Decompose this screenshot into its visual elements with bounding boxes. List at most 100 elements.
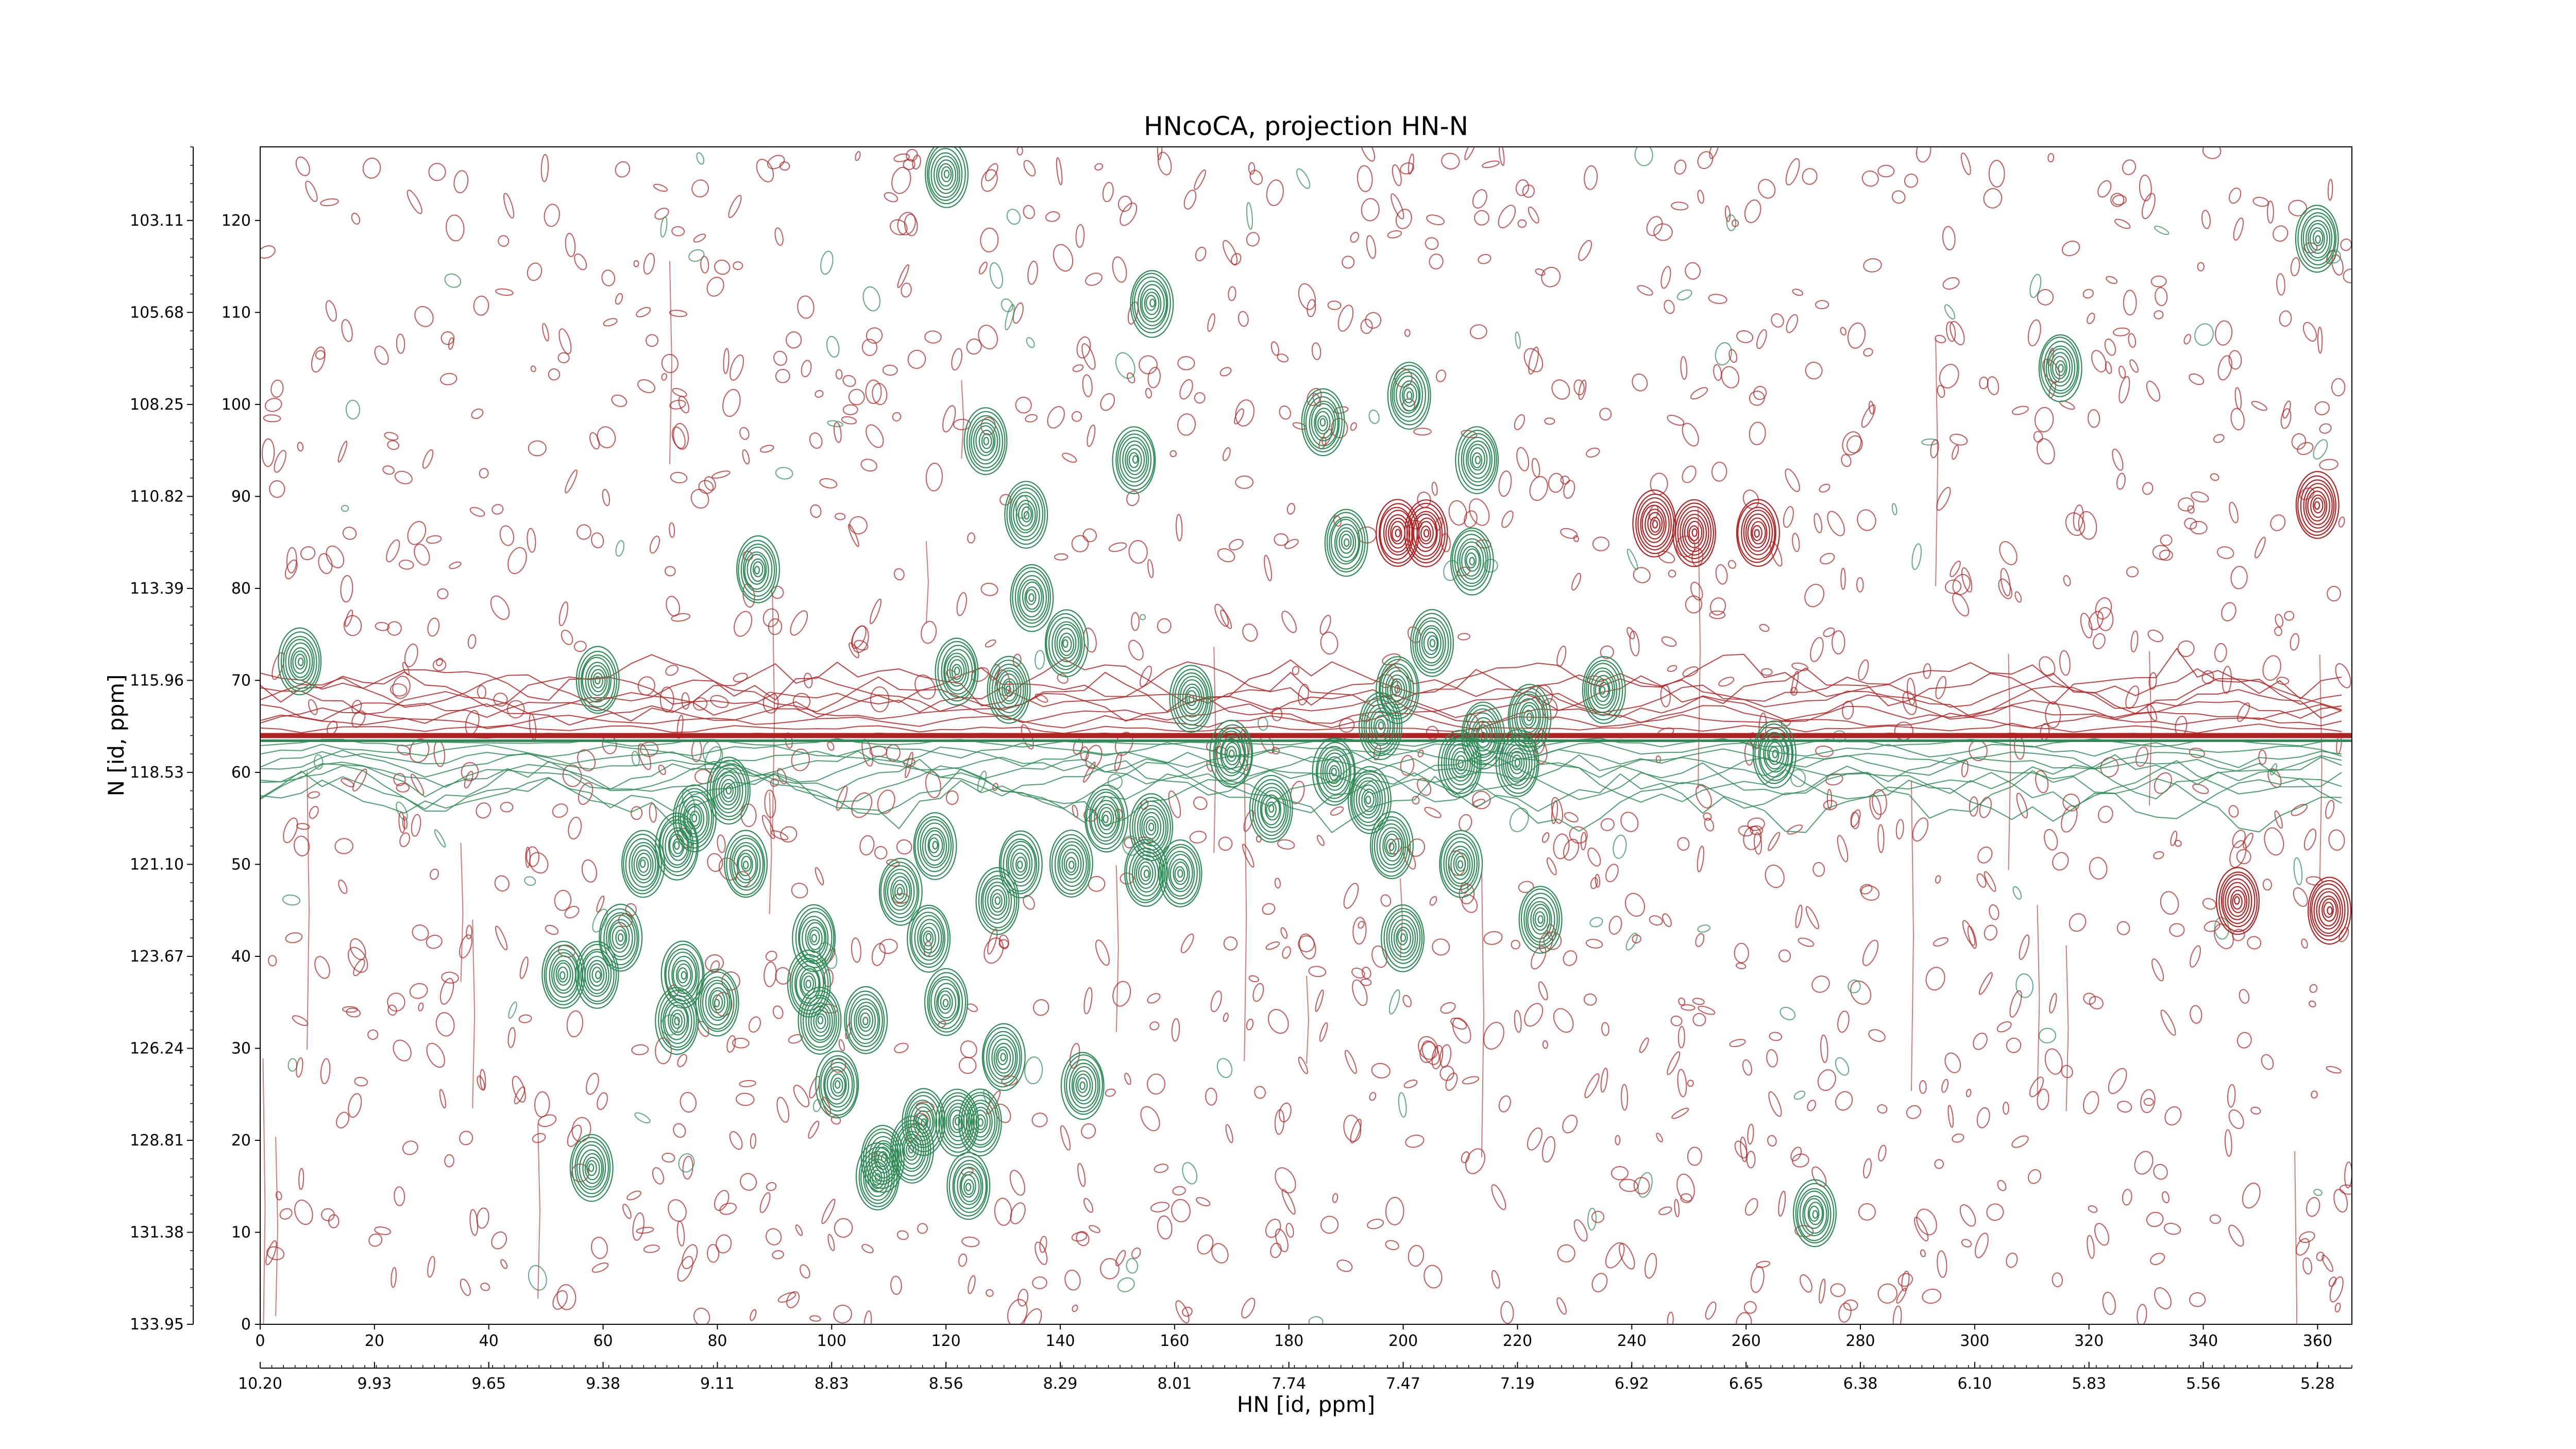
- peak-contour-ring: [608, 919, 633, 957]
- noise-contour-neg: [591, 1237, 608, 1259]
- noise-contour-neg: [890, 1275, 902, 1295]
- noise-contour-neg: [459, 1131, 473, 1145]
- noise-contour-neg: [1039, 1236, 1047, 1253]
- noise-contour-neg: [1578, 240, 1592, 261]
- peak-contour-ring: [1010, 848, 1030, 880]
- peak-contour-ring: [1582, 656, 1626, 724]
- noise-contour-neg: [1877, 824, 1885, 853]
- noise-contour-neg: [2137, 1304, 2147, 1324]
- noise-contour-neg: [2116, 921, 2130, 935]
- noise-contour-neg: [801, 360, 812, 378]
- peak-contour-ring: [670, 1009, 685, 1033]
- peak-contour-ring: [860, 1124, 905, 1193]
- peak-contour-ring: [571, 1137, 611, 1198]
- x-tick-label: 40: [479, 1332, 499, 1350]
- noise-contour-neg: [765, 951, 777, 962]
- noise-contour-neg: [1919, 1080, 1927, 1094]
- noise-contour-pos: [2012, 886, 2022, 900]
- noise-contour-neg: [958, 1253, 968, 1267]
- peak-contour-ring: [1006, 840, 1036, 887]
- noise-contour-neg: [561, 630, 573, 645]
- noise-contour-neg: [1709, 610, 1726, 619]
- noise-contour-neg: [1518, 881, 1534, 893]
- peak-contour-ring: [975, 867, 1020, 935]
- noise-contour-neg: [968, 1275, 976, 1294]
- peak-positive: [575, 646, 620, 714]
- noise-contour-neg: [435, 1012, 455, 1037]
- peak-contour-ring: [1802, 1195, 1827, 1234]
- peak-contour-ring: [906, 1141, 917, 1158]
- peak-contour-ring: [1051, 834, 1091, 895]
- noise-contour-neg: [2160, 534, 2173, 546]
- noise-contour-neg: [1709, 597, 1726, 616]
- noise-contour-neg: [1170, 450, 1177, 458]
- noise-contour-neg: [2209, 1214, 2221, 1224]
- noise-contour-neg: [2232, 929, 2245, 941]
- noise-contour-neg: [1599, 408, 1612, 420]
- peak-positive: [1084, 784, 1129, 853]
- peak-contour-ring: [600, 908, 639, 969]
- noise-contour-neg: [894, 1042, 909, 1053]
- peak-contour-ring: [2223, 878, 2252, 924]
- peak-contour-ring: [855, 1142, 900, 1210]
- peak-contour-ring: [1437, 730, 1482, 798]
- peak-contour-ring: [949, 659, 965, 683]
- peak-contour-ring: [1137, 280, 1167, 327]
- plot-frame: [260, 146, 2352, 1325]
- peak-contour-ring: [996, 670, 1022, 709]
- peak-contour-ring: [1214, 728, 1249, 781]
- peak-contour-ring: [1373, 715, 1389, 738]
- noise-contour-neg: [2189, 373, 2205, 385]
- x-tick-label: 280: [1845, 1332, 1875, 1350]
- noise-contour-neg: [1408, 153, 1414, 175]
- noise-contour-neg: [1435, 369, 1446, 382]
- noise-contour-neg: [2154, 310, 2164, 319]
- noise-streak: [1115, 865, 1119, 1033]
- noise-contour-neg: [835, 513, 846, 520]
- noise-contour-neg: [1608, 916, 1622, 935]
- noise-contour-neg: [1452, 1017, 1471, 1043]
- noise-contour-neg: [632, 1212, 645, 1241]
- peak-contour-ring: [1317, 415, 1328, 432]
- noise-contour-neg: [2153, 1164, 2168, 1180]
- noise-contour-neg: [2014, 591, 2022, 603]
- peak-contour-ring: [1046, 613, 1085, 674]
- noise-contour-neg: [2210, 473, 2219, 481]
- peak-contour-ring: [1064, 1054, 1104, 1115]
- noise-contour-neg: [2301, 938, 2308, 949]
- noise-contour-neg: [2239, 989, 2250, 1004]
- noise-contour-neg: [1989, 904, 1999, 920]
- noise-contour-neg: [1210, 990, 1222, 1013]
- noise-contour-neg: [1483, 1022, 1504, 1050]
- peak-contour-ring: [1381, 904, 1425, 972]
- noise-contour-neg: [2159, 549, 2173, 561]
- peak-contour-ring: [1477, 727, 1488, 743]
- peak-contour-ring: [914, 816, 954, 877]
- noise-contour-neg: [1770, 541, 1783, 567]
- noise-contour-neg: [1961, 1239, 1972, 1248]
- peak-contour-ring: [1353, 777, 1383, 823]
- noise-contour-neg: [661, 373, 667, 381]
- peak-positive: [621, 830, 665, 898]
- peak-contour-ring: [1754, 723, 1794, 784]
- noise-contour-neg: [1147, 366, 1161, 389]
- noise-contour-neg: [1262, 903, 1276, 915]
- noise-contour-neg: [1551, 379, 1570, 400]
- peak-contour-ring: [1420, 525, 1431, 542]
- noise-contour-neg: [985, 639, 996, 648]
- peak-contour-ring: [880, 862, 920, 922]
- peak-contour-ring: [1423, 631, 1439, 655]
- noise-contour-neg: [1441, 153, 1460, 170]
- noise-contour-neg: [542, 323, 549, 342]
- peak-contour-ring: [698, 971, 737, 1032]
- noise-contour-neg: [1265, 1219, 1281, 1238]
- noise-contour-neg: [2189, 748, 2205, 759]
- peak-contour-ring: [1132, 797, 1171, 857]
- peak-contour-ring: [636, 852, 652, 877]
- noise-contour-neg: [1298, 283, 1316, 310]
- noise-contour-neg: [986, 1289, 994, 1297]
- peak-contour-ring: [800, 990, 840, 1051]
- noise-contour-neg: [2087, 312, 2095, 324]
- noise-contour-neg: [1360, 318, 1373, 334]
- peak-contour-ring: [1165, 851, 1195, 897]
